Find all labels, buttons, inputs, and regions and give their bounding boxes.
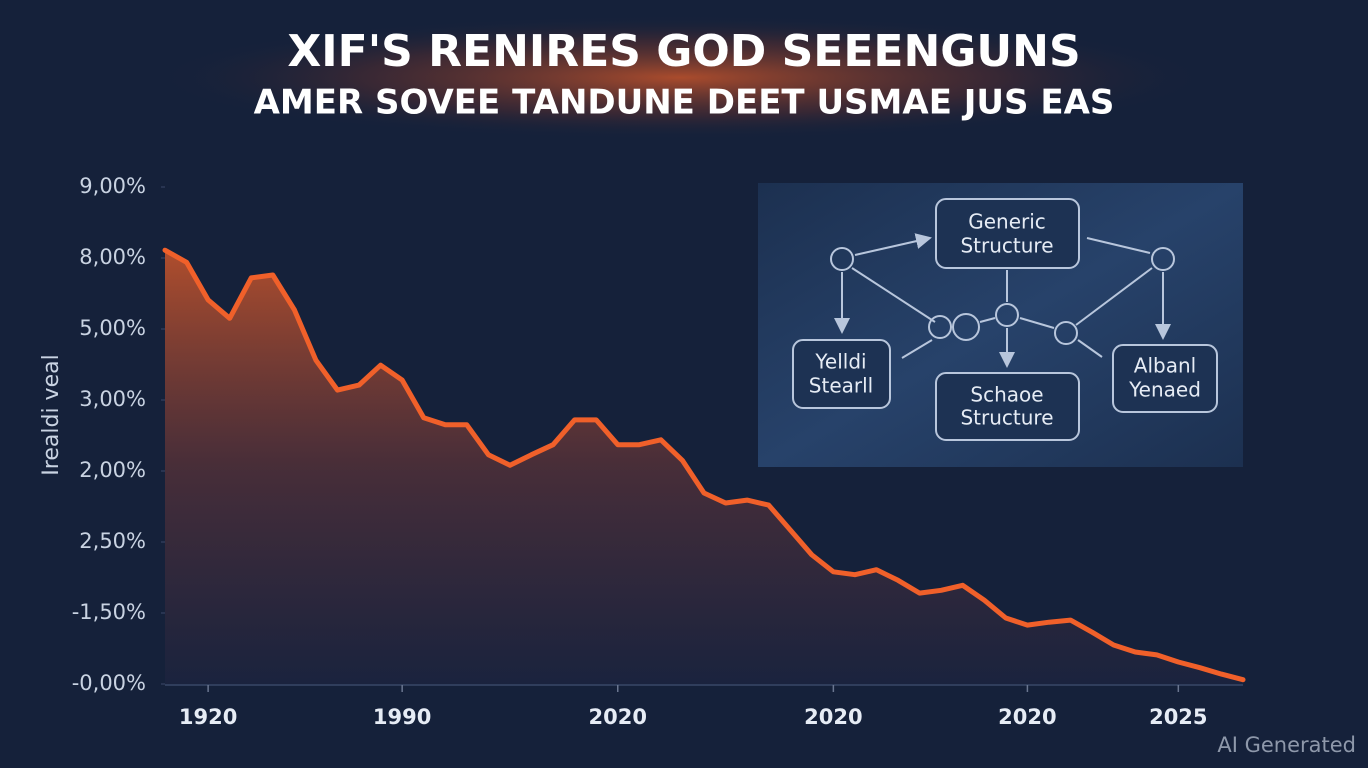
x-tick-label: 2020 bbox=[589, 705, 647, 729]
node-label: Structure bbox=[960, 234, 1053, 258]
diagram-panel: Generic Structure Yelldi Stearll Schaoe … bbox=[758, 183, 1243, 467]
y-tick-label: 9,00% bbox=[79, 174, 146, 198]
connectors bbox=[792, 198, 1218, 441]
node-label: Stearll bbox=[809, 374, 873, 398]
watermark: AI Generated bbox=[1217, 733, 1356, 757]
y-axis-label: Irealdi veal bbox=[39, 354, 64, 475]
y-tick-label: 5,00% bbox=[79, 316, 146, 340]
node-box bbox=[1112, 344, 1218, 413]
connector bbox=[1075, 267, 1153, 326]
node-circle bbox=[830, 247, 854, 271]
chart-title: XIF'S RENIRES GOD SEEENGUNS bbox=[287, 26, 1080, 77]
y-tick-label: -0,00% bbox=[72, 671, 146, 695]
arrow bbox=[854, 233, 932, 256]
connector bbox=[851, 267, 936, 323]
connector bbox=[979, 317, 996, 323]
connector bbox=[1077, 339, 1103, 358]
chart-subtitle: AMER SOVEE TANDUNE DEET USMAE JUS EAS bbox=[254, 83, 1115, 123]
x-tick-label: 2020 bbox=[804, 705, 862, 729]
node-circle bbox=[995, 303, 1019, 327]
y-tick-label: -1,50% bbox=[72, 600, 146, 624]
y-tick-label: 2,00% bbox=[79, 458, 146, 482]
node-label: Albanl bbox=[1134, 354, 1196, 378]
area-fill bbox=[165, 250, 1243, 684]
title-glow bbox=[150, 15, 1210, 140]
x-tick-label: 1920 bbox=[179, 705, 237, 729]
node-label: Yelldi bbox=[814, 350, 866, 374]
connector bbox=[901, 339, 933, 359]
x-tick-label: 2020 bbox=[998, 705, 1056, 729]
line bbox=[162, 247, 1246, 683]
node-circle bbox=[952, 313, 980, 341]
node-box bbox=[935, 372, 1080, 441]
node-labels: Generic Structure Yelldi Stearll Schaoe … bbox=[809, 210, 1201, 430]
y-tick-label: 3,00% bbox=[79, 387, 146, 411]
node-box bbox=[935, 198, 1080, 269]
node-label: Yenaed bbox=[1128, 378, 1201, 402]
connector bbox=[1086, 237, 1151, 254]
x-tick-label: 2025 bbox=[1149, 705, 1207, 729]
connector bbox=[1019, 317, 1055, 329]
node-label: Generic bbox=[968, 210, 1046, 234]
node-box bbox=[792, 339, 891, 409]
y-tick-label: 2,50% bbox=[79, 529, 146, 553]
y-tick-label: 8,00% bbox=[79, 245, 146, 269]
node-label: Structure bbox=[960, 406, 1053, 430]
node-circle bbox=[1054, 321, 1078, 345]
node-circle bbox=[1151, 247, 1175, 271]
node-circle bbox=[928, 315, 952, 339]
node-label: Schaoe bbox=[970, 383, 1043, 407]
x-tick-label: 1990 bbox=[373, 705, 431, 729]
